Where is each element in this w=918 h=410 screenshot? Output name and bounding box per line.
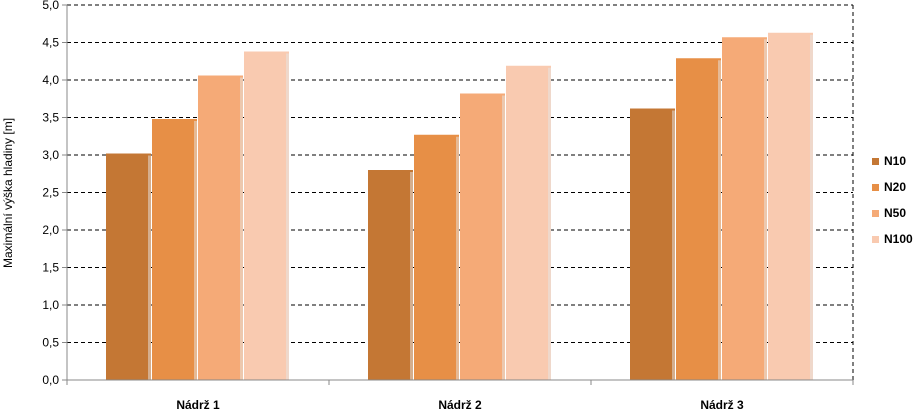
bar-n20-2 — [414, 134, 459, 380]
bar-n50-3 — [722, 37, 767, 380]
y-tick-label: 4,0 — [42, 73, 59, 87]
bar-shadow — [718, 60, 721, 380]
bars — [106, 32, 813, 380]
y-tick-label: 1,5 — [42, 261, 59, 275]
y-tick-label: 2,0 — [42, 223, 59, 237]
legend: N10 N20 N50 N100 — [872, 154, 913, 246]
legend-swatch-n20 — [872, 184, 879, 191]
category-labels: Nádrž 1 Nádrž 2 Nádrž 3 — [176, 398, 744, 410]
y-tick-label: 5,0 — [42, 0, 59, 12]
bar-shadow — [672, 110, 675, 380]
bar-shadow — [456, 136, 459, 380]
legend-swatch-n50 — [872, 210, 879, 217]
bar-n20-3 — [676, 58, 721, 380]
bar-shadow — [148, 155, 151, 380]
y-tick-label: 0,0 — [42, 373, 59, 387]
bar-shadow — [764, 39, 767, 380]
bar-shadow — [548, 67, 551, 380]
y-tick-label: 4,5 — [42, 36, 59, 50]
y-tick-label: 0,5 — [42, 336, 59, 350]
bar-shadow — [194, 121, 197, 380]
axes — [66, 5, 854, 385]
y-tick-labels: 0,0 0,5 1,0 1,5 2,0 2,5 3,0 3,5 4,0 4,5 5,0 — [42, 0, 59, 387]
category-label: Nádrž 3 — [700, 398, 744, 410]
legend-label-n50: N50 — [884, 206, 906, 220]
y-tick-label: 2,5 — [42, 186, 59, 200]
y-axis-label: Maximální výška hladiny [m] — [1, 118, 15, 268]
bar-shadow — [810, 34, 813, 380]
category-label: Nádrž 2 — [438, 398, 482, 410]
category-label: Nádrž 1 — [176, 398, 220, 410]
bar-n20-1 — [152, 119, 197, 380]
y-tick-label: 3,5 — [42, 111, 59, 125]
legend-swatch-n10 — [872, 158, 879, 165]
bar-n100-3 — [768, 32, 813, 380]
legend-label-n20: N20 — [884, 180, 906, 194]
bar-n10-3 — [630, 108, 675, 380]
y-tick-label: 3,0 — [42, 148, 59, 162]
legend-label-n100: N100 — [884, 232, 913, 246]
bar-n100-2 — [506, 65, 551, 380]
legend-swatch-n100 — [872, 236, 879, 243]
y-tick-label: 1,0 — [42, 298, 59, 312]
bar-n50-1 — [198, 75, 243, 380]
bar-shadow — [240, 77, 243, 380]
bar-n10-2 — [368, 170, 413, 380]
bar-shadow — [286, 53, 289, 380]
bar-shadow — [410, 172, 413, 380]
bar-shadow — [502, 95, 505, 380]
bar-n10-1 — [106, 153, 151, 380]
bar-n50-2 — [460, 93, 505, 380]
bar-n100-1 — [244, 51, 289, 380]
legend-label-n10: N10 — [884, 154, 906, 168]
